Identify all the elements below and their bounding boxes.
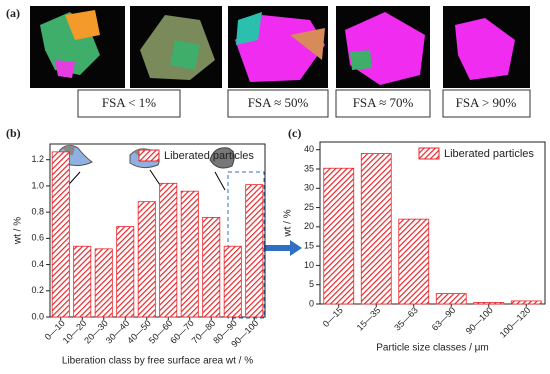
y-tick-label: 5	[309, 279, 314, 289]
bar	[435, 293, 467, 305]
y-tick-label: 0.0	[31, 311, 44, 321]
panel-label: (c)	[288, 126, 301, 140]
caption: FSA < 1%	[102, 95, 156, 110]
bar	[510, 300, 542, 305]
y-tick-label: 10	[304, 260, 314, 270]
y-tick-label: 15	[304, 241, 314, 251]
y-tick-label: 0	[309, 298, 314, 308]
y-tick-label: 0.4	[31, 259, 44, 269]
bar	[245, 184, 264, 318]
bar	[398, 218, 430, 305]
bar	[180, 190, 199, 318]
micrographs	[30, 6, 531, 118]
y-tick-label: 1.0	[31, 180, 44, 190]
x-tick-label: 0—15	[321, 305, 345, 329]
y-tick-label: 25	[304, 202, 314, 212]
y-axis-label: wt / %	[13, 217, 24, 245]
y-tick-label: 30	[304, 183, 314, 193]
legend-label: Liberated particles	[444, 148, 534, 160]
bar	[159, 182, 178, 318]
bar	[202, 216, 221, 318]
y-tick-label: 0.2	[31, 285, 44, 295]
y-tick-label: 40	[304, 144, 314, 154]
caption: FSA ≈ 50%	[248, 95, 309, 110]
x-axis-label: Liberation class by free surface area wt…	[62, 356, 253, 367]
x-tick-label: 100—120	[498, 305, 533, 340]
legend-swatch	[418, 147, 440, 160]
y-tick-label: 1.2	[31, 154, 44, 164]
x-tick-label: 15—35	[355, 305, 383, 333]
bar	[94, 248, 113, 318]
bar	[116, 226, 135, 318]
bar	[360, 153, 392, 305]
caption: FSA > 90%	[456, 95, 517, 110]
y-tick-label: 35	[304, 163, 314, 173]
legend-swatch	[138, 149, 160, 162]
bar	[323, 167, 355, 305]
panel-label: (b)	[6, 126, 21, 140]
y-tick-label: 0.6	[31, 233, 44, 243]
arrow	[264, 240, 302, 256]
legend-label: Liberated particles	[164, 150, 254, 162]
bar	[223, 245, 242, 318]
caption: FSA ≈ 70%	[353, 95, 414, 110]
y-tick-label: 20	[304, 221, 314, 231]
y-axis-label: wt / %	[283, 209, 294, 237]
panel-label: (a)	[6, 6, 20, 20]
y-tick-label: 0.8	[31, 207, 44, 217]
bar	[137, 201, 156, 318]
x-tick-label: 63—90	[430, 305, 458, 333]
x-axis-label: Particle size classes / μm	[376, 343, 488, 354]
x-tick-label: 90—100	[464, 305, 495, 336]
plot-frame	[49, 143, 266, 318]
plot-frame	[319, 141, 546, 305]
bar	[51, 151, 70, 318]
bar	[73, 245, 92, 318]
x-tick-label: 35—63	[392, 305, 420, 333]
bar	[473, 302, 505, 305]
